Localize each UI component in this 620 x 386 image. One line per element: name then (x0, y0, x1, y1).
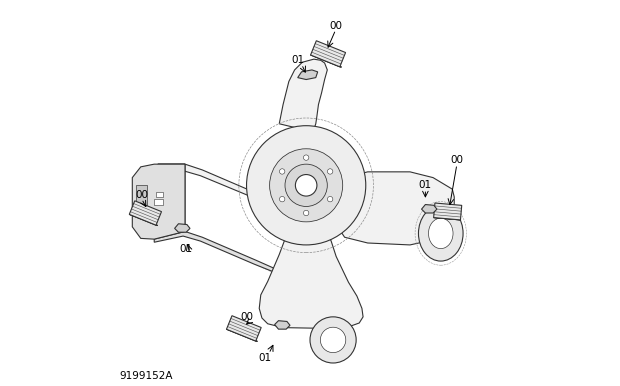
Polygon shape (226, 329, 257, 341)
Text: 9199152A: 9199152A (120, 371, 173, 381)
Circle shape (280, 169, 285, 174)
Text: 01: 01 (419, 180, 432, 190)
Text: 01: 01 (291, 55, 304, 65)
Polygon shape (154, 164, 273, 207)
Polygon shape (259, 232, 363, 328)
Polygon shape (433, 218, 461, 220)
Circle shape (327, 196, 333, 202)
Circle shape (285, 164, 327, 207)
Polygon shape (433, 203, 462, 220)
Polygon shape (130, 201, 161, 225)
Ellipse shape (428, 218, 453, 249)
Circle shape (321, 327, 346, 353)
Circle shape (310, 317, 356, 363)
Polygon shape (154, 232, 273, 272)
Polygon shape (275, 321, 290, 329)
Circle shape (295, 174, 317, 196)
Ellipse shape (418, 206, 463, 261)
Polygon shape (311, 55, 342, 67)
Text: 00: 00 (450, 155, 463, 165)
Polygon shape (175, 224, 190, 232)
Bar (156, 192, 163, 197)
Polygon shape (226, 316, 261, 341)
Polygon shape (130, 214, 157, 225)
Polygon shape (298, 70, 317, 80)
Circle shape (303, 210, 309, 216)
Bar (154, 199, 162, 205)
Polygon shape (132, 164, 185, 239)
Circle shape (280, 196, 285, 202)
Polygon shape (311, 41, 345, 67)
Text: 01: 01 (259, 353, 272, 362)
Circle shape (247, 126, 366, 245)
Polygon shape (154, 164, 185, 239)
Polygon shape (279, 59, 327, 132)
Circle shape (303, 155, 309, 160)
Circle shape (327, 169, 333, 174)
Text: 01: 01 (180, 244, 193, 254)
Polygon shape (340, 172, 454, 245)
Text: 00: 00 (240, 312, 253, 322)
FancyBboxPatch shape (136, 185, 147, 208)
Text: 00: 00 (329, 21, 342, 31)
Polygon shape (272, 130, 343, 232)
Circle shape (270, 149, 343, 222)
Polygon shape (422, 205, 437, 213)
Text: 00: 00 (135, 190, 148, 200)
